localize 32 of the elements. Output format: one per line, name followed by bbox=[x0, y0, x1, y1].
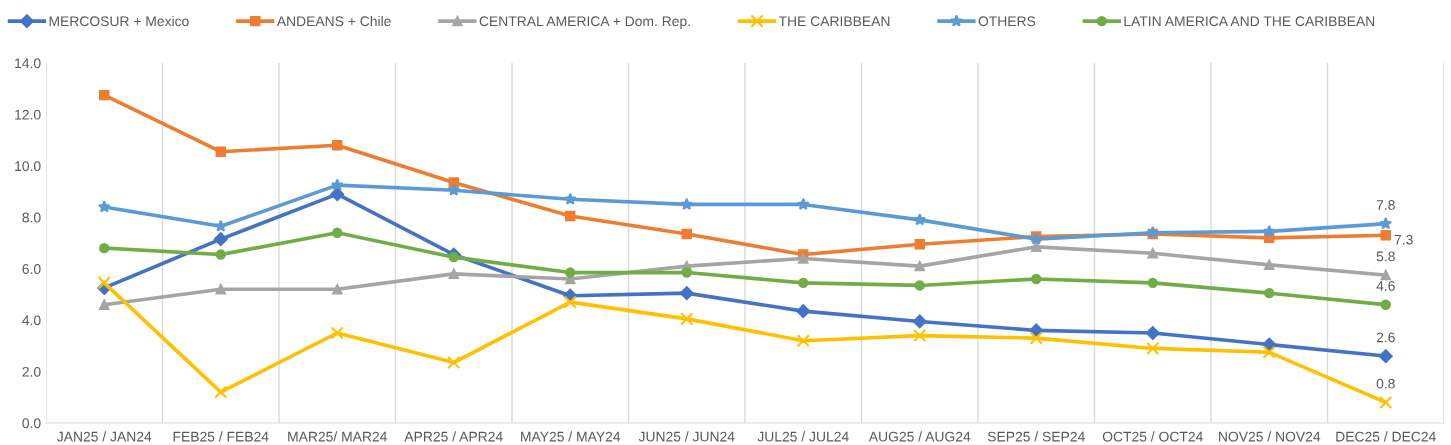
x-tick-label: FEB25 / FEB24 bbox=[173, 431, 269, 442]
legend-label: CENTRAL AMERICA + Dom. Rep. bbox=[479, 16, 690, 29]
data-label: 7.8 bbox=[1376, 200, 1395, 210]
data-label: 4.6 bbox=[1376, 281, 1395, 291]
x-tick-label: APR25 / APR24 bbox=[404, 431, 503, 442]
data-label: 2.6 bbox=[1376, 332, 1395, 343]
x-tick-label: NOV25 / NOV24 bbox=[1219, 431, 1321, 442]
x-tick-label: MAR25/ MAR24 bbox=[288, 431, 388, 442]
x-tick-label: JUN25 / JUN24 bbox=[638, 431, 735, 442]
y-tick-label: 6.0 bbox=[22, 264, 41, 274]
legend-label: OTHERS bbox=[978, 16, 1036, 27]
y-tick-label: 14.0 bbox=[15, 58, 41, 69]
x-tick-label: SEP25 / SEP24 bbox=[987, 431, 1085, 442]
y-tick-label: 10.0 bbox=[15, 161, 41, 172]
y-tick-label: 0.0 bbox=[22, 418, 41, 429]
x-tick-label: MAY25 / MAY24 bbox=[521, 431, 621, 442]
data-label: 7.3 bbox=[1394, 234, 1413, 245]
legend-label: MERCOSUR + Mexico bbox=[49, 15, 189, 27]
y-tick-label: 2.0 bbox=[22, 366, 41, 377]
x-tick-label: AUG25 / AUG24 bbox=[868, 431, 971, 442]
x-tick-label: JAN25 / JAN24 bbox=[56, 431, 152, 442]
legend-label: LATIN AMERICA AND THE CARIBBEAN bbox=[1124, 16, 1375, 27]
data-label: 5.8 bbox=[1376, 251, 1395, 262]
x-tick-label: DEC25 / DEC24 bbox=[1336, 431, 1436, 442]
x-tick-label: OCT25 / OCT24 bbox=[1102, 431, 1203, 442]
y-tick-label: 4.0 bbox=[22, 315, 41, 326]
data-label: 0.8 bbox=[1376, 378, 1395, 389]
x-tick-label: JUL25 / JUL24 bbox=[757, 431, 849, 442]
legend-label: THE CARIBBEAN bbox=[778, 16, 890, 27]
legend-label: ANDEANS + Chile bbox=[276, 15, 391, 27]
y-tick-label: 8.0 bbox=[22, 212, 41, 223]
y-tick-label: 12.0 bbox=[15, 109, 41, 120]
